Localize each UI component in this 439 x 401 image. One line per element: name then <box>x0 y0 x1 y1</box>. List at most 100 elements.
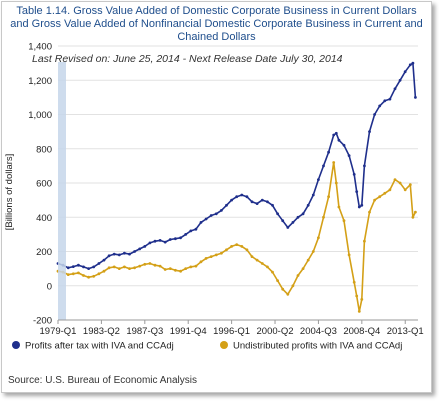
y-tick-label: 1,400 <box>28 42 52 53</box>
data-point <box>281 287 285 291</box>
data-point <box>296 274 300 277</box>
data-point <box>342 143 346 147</box>
data-point <box>168 238 172 241</box>
data-point <box>128 252 131 256</box>
data-point <box>414 210 417 214</box>
data-point <box>92 265 96 269</box>
data-point <box>77 271 80 275</box>
x-tick-label: 2000-Q2 <box>257 326 294 337</box>
data-point <box>102 258 106 262</box>
data-point <box>276 279 279 282</box>
data-point <box>168 267 172 270</box>
data-point <box>266 200 269 204</box>
data-point <box>138 264 142 268</box>
data-point <box>398 181 402 185</box>
data-point <box>368 210 371 214</box>
data-point <box>123 265 126 269</box>
data-point <box>71 265 75 268</box>
data-point <box>158 239 162 242</box>
y-axis-label: [Billions of dollars] <box>4 154 15 231</box>
data-point <box>148 262 152 265</box>
data-point <box>184 233 188 236</box>
x-axis-ticks: 1979-Q1 1983-Q2 1987-Q3 1991-Q4 1996-Q1 2000-… <box>40 320 424 337</box>
data-point <box>214 212 218 216</box>
data-point <box>266 265 269 269</box>
data-point <box>347 253 351 257</box>
data-point <box>87 275 90 279</box>
data-point <box>158 264 162 268</box>
data-point <box>414 96 417 99</box>
data-point <box>174 237 177 241</box>
data-point <box>373 113 376 116</box>
chart-title: Table 1.14. Gross Value Added of Domesti… <box>2 5 431 44</box>
data-point <box>82 265 85 269</box>
data-point <box>255 258 259 262</box>
y-tick-label: 800 <box>36 144 52 155</box>
data-point <box>411 215 415 219</box>
x-tick-label: 1991-Q4 <box>170 326 207 337</box>
data-point <box>355 294 359 298</box>
data-point <box>357 205 361 209</box>
data-point <box>189 265 193 269</box>
legend-label-1: Profits after tax with IVA and CCAdj <box>25 341 174 352</box>
time-range-scroll-strip[interactable] <box>58 62 66 320</box>
chart-legend: Profits after tax with IVA and CCAdj Undi… <box>12 341 402 352</box>
data-point <box>291 284 295 288</box>
data-point <box>240 245 244 248</box>
data-point <box>378 195 382 199</box>
data-point <box>250 255 254 258</box>
data-point <box>153 263 157 267</box>
data-point <box>271 203 274 207</box>
data-point <box>225 203 228 207</box>
chart-frame: Table 1.14. Gross Value Added of Domesti… <box>1 1 432 393</box>
x-tick-label: 2013-Q1 <box>387 326 424 337</box>
data-point <box>332 161 336 164</box>
data-point <box>327 150 330 154</box>
data-point <box>107 266 111 270</box>
data-point <box>179 236 183 240</box>
data-point <box>250 200 254 204</box>
data-point <box>368 130 371 134</box>
data-point <box>230 198 234 202</box>
data-point <box>123 251 126 255</box>
data-point <box>107 254 111 258</box>
chart-title-line-3: Chained Dollars <box>177 31 256 43</box>
data-point <box>317 178 320 182</box>
data-point <box>163 240 167 244</box>
data-point <box>235 195 239 199</box>
y-tick-label: 0 <box>47 281 52 292</box>
data-point <box>311 193 315 197</box>
data-point <box>360 298 364 301</box>
y-tick-label: 200 <box>36 247 52 258</box>
data-point <box>209 255 213 258</box>
y-tick-label: 600 <box>36 179 52 190</box>
x-tick-label: 1987-Q3 <box>126 326 163 337</box>
data-point <box>301 212 305 216</box>
data-point <box>214 253 218 257</box>
data-point <box>153 239 157 243</box>
data-point <box>334 131 338 135</box>
data-point <box>411 61 415 65</box>
y-tick-label: 1,200 <box>28 76 52 87</box>
data-point <box>301 267 305 270</box>
data-point <box>291 221 295 224</box>
x-tick-label: 1979-Q1 <box>40 326 77 337</box>
data-point <box>352 280 356 284</box>
data-point <box>143 245 147 248</box>
data-point <box>66 266 70 270</box>
data-point <box>398 78 402 82</box>
data-point <box>163 268 167 271</box>
data-point <box>112 252 116 256</box>
data-point <box>383 99 387 103</box>
data-point <box>112 265 116 269</box>
data-point <box>378 104 382 108</box>
y-tick-label: 400 <box>36 213 52 224</box>
data-point <box>133 250 137 253</box>
data-point <box>77 263 80 267</box>
data-point <box>286 292 290 296</box>
data-point <box>199 260 203 264</box>
data-point <box>66 273 70 276</box>
data-point <box>296 215 300 219</box>
data-point <box>87 267 90 270</box>
data-point <box>403 70 407 74</box>
